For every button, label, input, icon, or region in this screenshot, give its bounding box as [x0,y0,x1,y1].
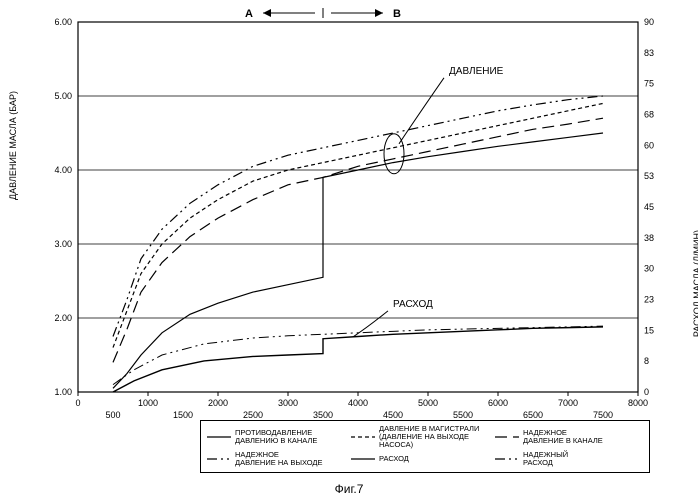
legend-row: ПРОТИВОДАВЛЕНИЕДАВЛЕНИЮ В КАНАЛЕ ДАВЛЕНИЕ… [207,425,643,466]
annotation-ellipse [384,134,404,174]
legend-item: НАДЕЖНЫЙРАСХОД [495,451,625,467]
x-minor-tick-label: 7500 [593,410,613,420]
legend-item: НАДЕЖНОЕДАВЛЕНИЕ В КАНАЛЕ [495,425,625,449]
arrowhead-icon [263,9,271,17]
x-minor-tick-label: 6500 [523,410,543,420]
chart-container: 1.00 2.00 3.00 4.00 5.00 6.00 0 8 15 23 30 38 45 53 60… [0,0,698,500]
legend-swatch [495,455,519,463]
series-backpressure_channel [113,133,603,388]
x-tick-label: 3000 [278,398,298,408]
legend-label: ПРОТИВОДАВЛЕНИЕДАВЛЕНИЮ В КАНАЛЕ [235,429,317,445]
y-right-tick-label: 45 [644,202,654,212]
y-right-tick-label: 8 [644,356,649,366]
series-flow [113,327,603,392]
legend-label: НАДЕЖНОЕДАВЛЕНИЕ НА ВЫХОДЕ [235,451,322,467]
x-minor-tick-label: 500 [105,410,120,420]
x-minor-tick-label: 3500 [313,410,333,420]
y-left-tick-label: 4.00 [54,165,72,175]
y-right-axis-label: РАСХОД МАСЛА (Л/МИН) [692,230,698,337]
x-tick-label: 4000 [348,398,368,408]
legend-swatch [495,433,519,441]
x-tick-label: 7000 [558,398,578,408]
y-left-tick-label: 6.00 [54,17,72,27]
legend-item: РАСХОД [351,451,481,467]
y-left-tick-label: 5.00 [54,91,72,101]
figure-caption: Фиг.7 [0,482,698,496]
legend-swatch [207,455,231,463]
legend-item: ПРОТИВОДАВЛЕНИЕДАВЛЕНИЮ В КАНАЛЕ [207,425,337,449]
y-right-tick-label: 75 [644,79,654,89]
y-right-tick-label: 60 [644,140,654,150]
y-left-tick-label: 3.00 [54,239,72,249]
region-a-label: A [245,8,253,20]
x-minor-tick-label: 4500 [383,410,403,420]
annotation-pressure: ДАВЛЕНИЕ [449,66,504,77]
legend-swatch [351,433,375,441]
y-right-tick-label: 30 [644,264,654,274]
y-right-tick-label: 38 [644,233,654,243]
legend-swatch [207,433,231,441]
y-right-tick-label: 90 [644,17,654,27]
y-right-tick-label: 68 [644,110,654,120]
x-tick-label: 8000 [628,398,648,408]
legend-label: НАДЕЖНЫЙРАСХОД [523,451,568,467]
y-left-axis-label: ДАВЛЕНИЕ МАСЛА (БАР) [8,91,18,200]
region-b-label: B [393,8,401,20]
y-right-tick-label: 23 [644,295,654,305]
legend-item: НАДЕЖНОЕДАВЛЕНИЕ НА ВЫХОДЕ [207,451,337,467]
x-tick-label: 2000 [208,398,228,408]
legend-label: НАДЕЖНОЕДАВЛЕНИЕ В КАНАЛЕ [523,429,603,445]
legend-label: РАСХОД [379,455,409,463]
series-safe_flow [113,326,603,384]
y-right-tick-label: 0 [644,387,649,397]
x-tick-label: 1000 [138,398,158,408]
series-safe_pressure_channel [113,118,603,362]
x-minor-tick-label: 5500 [453,410,473,420]
annotation-flow: РАСХОД [393,299,433,310]
annotation-leader [399,78,444,144]
annotation-leader [353,311,388,337]
legend-item: ДАВЛЕНИЕ В МАГИСТРАЛИ(ДАВЛЕНИЕ НА ВЫХОДЕ… [351,425,481,449]
x-tick-label: 0 [75,398,80,408]
legend: ПРОТИВОДАВЛЕНИЕДАВЛЕНИЮ В КАНАЛЕ ДАВЛЕНИЕ… [200,420,650,473]
legend-label: ДАВЛЕНИЕ В МАГИСТРАЛИ(ДАВЛЕНИЕ НА ВЫХОДЕ… [379,425,481,449]
arrowhead-icon [375,9,383,17]
y-left-tick-label: 2.00 [54,313,72,323]
x-tick-label: 5000 [418,398,438,408]
y-right-tick-label: 53 [644,171,654,181]
legend-swatch [351,455,375,463]
series-safe_pressure_outlet [113,96,603,337]
x-minor-tick-label: 2500 [243,410,263,420]
y-left-tick-label: 1.00 [54,387,72,397]
x-minor-tick-label: 1500 [173,410,193,420]
y-right-tick-label: 83 [644,48,654,58]
x-tick-label: 6000 [488,398,508,408]
y-right-tick-label: 15 [644,325,654,335]
